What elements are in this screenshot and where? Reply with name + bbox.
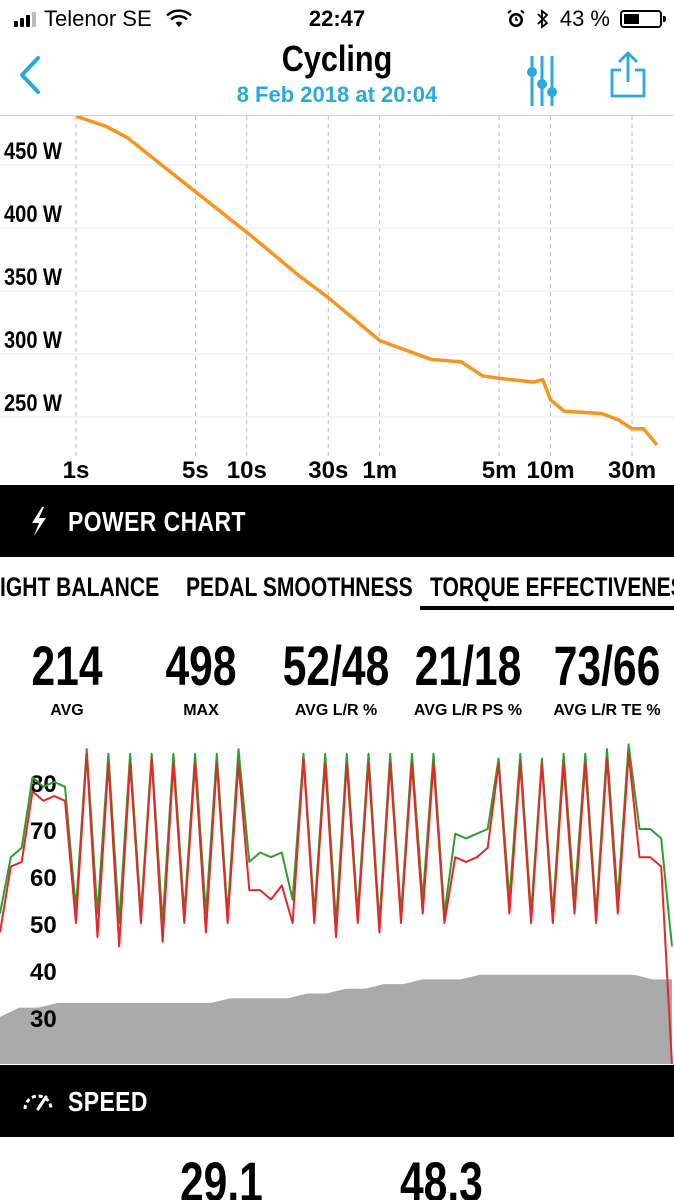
share-icon[interactable] [606, 50, 650, 100]
stat-value: 214 [31, 634, 103, 697]
stat-value: 73/66 [553, 634, 661, 697]
selected-tab-indicator [420, 606, 674, 610]
y-tick-label: 50 [30, 912, 57, 939]
stat-lr-balance: 52/48 AVG L/R % [261, 634, 411, 720]
stat-label: AVG L/R % [294, 702, 378, 719]
x-tick-label: 5m [482, 457, 517, 484]
power-curve-line [75, 116, 659, 447]
alarm-icon [507, 9, 525, 27]
x-tick-label: 1m [362, 457, 397, 484]
stat-lr-ps: 21/18 AVG L/R PS % [393, 634, 543, 720]
carrier-name: Telenor SE [44, 6, 152, 31]
stat-value: 498 [165, 634, 237, 697]
x-tick-label: 30s [308, 457, 348, 484]
stats-row: 214 AVG 498 MAX 52/48 AVG L/R % 21/18 AV… [0, 634, 674, 730]
right-leg-line [0, 752, 673, 1064]
x-tick-label: 30m [608, 457, 656, 484]
stat-value: 52/48 [282, 634, 390, 697]
activity-date: 8 Feb 2018 at 20:04 [236, 82, 438, 107]
metric-tabs: IGHT BALANCE PEDAL SMOOTHNESS TORQUE EFF… [0, 556, 674, 624]
stat-label: MAX [183, 702, 219, 719]
speed-values: 29.1 48.3 [0, 1150, 674, 1200]
stat-max: 498 MAX [126, 634, 276, 720]
lightning-icon [32, 507, 46, 536]
battery-percent: 43 % [559, 6, 610, 31]
page-title: Cycling [281, 38, 393, 79]
y-tick-label: 30 [30, 1006, 57, 1033]
status-bar: Telenor SE 22:47 43 % [0, 0, 674, 38]
power-chart-label: POWER CHART [68, 506, 246, 537]
nav-divider [0, 115, 674, 116]
back-chevron-icon[interactable] [12, 52, 48, 98]
x-tick-label: 10m [527, 457, 575, 484]
speed-header: SPEED [0, 1065, 674, 1137]
battery-icon [620, 10, 666, 28]
stat-label: AVG [50, 702, 84, 719]
y-tick-label: 350 W [4, 264, 62, 291]
stat-label: AVG L/R PS % [413, 702, 523, 719]
x-tick-label: 1s [63, 457, 90, 484]
y-tick-label: 400 W [4, 201, 62, 228]
nav-bar: Cycling 8 Feb 2018 at 20:04 [0, 38, 674, 116]
y-tick-label: 70 [30, 818, 57, 845]
background-area [0, 974, 672, 1064]
speed-avg-value: 29.1 [180, 1150, 263, 1200]
stat-avg: 214 AVG [0, 634, 142, 720]
carrier: Telenor SE [14, 6, 192, 32]
x-tick-label: 5s [182, 457, 209, 484]
wifi-icon [165, 9, 192, 27]
filter-sliders-icon[interactable] [522, 52, 562, 110]
bluetooth-icon [537, 9, 549, 29]
stat-value: 21/18 [414, 634, 522, 697]
tab-pedal-smoothness[interactable]: PEDAL SMOOTHNESS [186, 572, 413, 602]
signal-icon [14, 11, 36, 27]
y-tick-label: 40 [30, 959, 57, 986]
tab-weight-balance[interactable]: IGHT BALANCE [0, 572, 160, 602]
speed-label: SPEED [68, 1086, 148, 1117]
power-chart-header: POWER CHART [0, 485, 674, 557]
stat-label: AVG L/R TE % [553, 702, 661, 719]
y-tick-label: 300 W [4, 327, 62, 354]
power-curve-chart: 250 W 300 W 350 W 400 W 450 W 1s 5s 10s 30s 1m 5m 1… [0, 116, 674, 484]
speed-max-value: 48.3 [400, 1150, 483, 1200]
status-time: 22:47 [308, 6, 366, 31]
y-tick-label: 60 [30, 865, 57, 892]
tab-torque-effectiveness[interactable]: TORQUE EFFECTIVENESS [430, 572, 674, 602]
y-tick-label: 250 W [4, 390, 62, 417]
y-tick-label: 450 W [4, 138, 62, 165]
speedometer-icon [23, 1094, 53, 1111]
left-leg-line [0, 743, 673, 947]
stat-lr-te: 73/66 AVG L/R TE % [532, 634, 674, 720]
x-tick-label: 10s [227, 457, 267, 484]
